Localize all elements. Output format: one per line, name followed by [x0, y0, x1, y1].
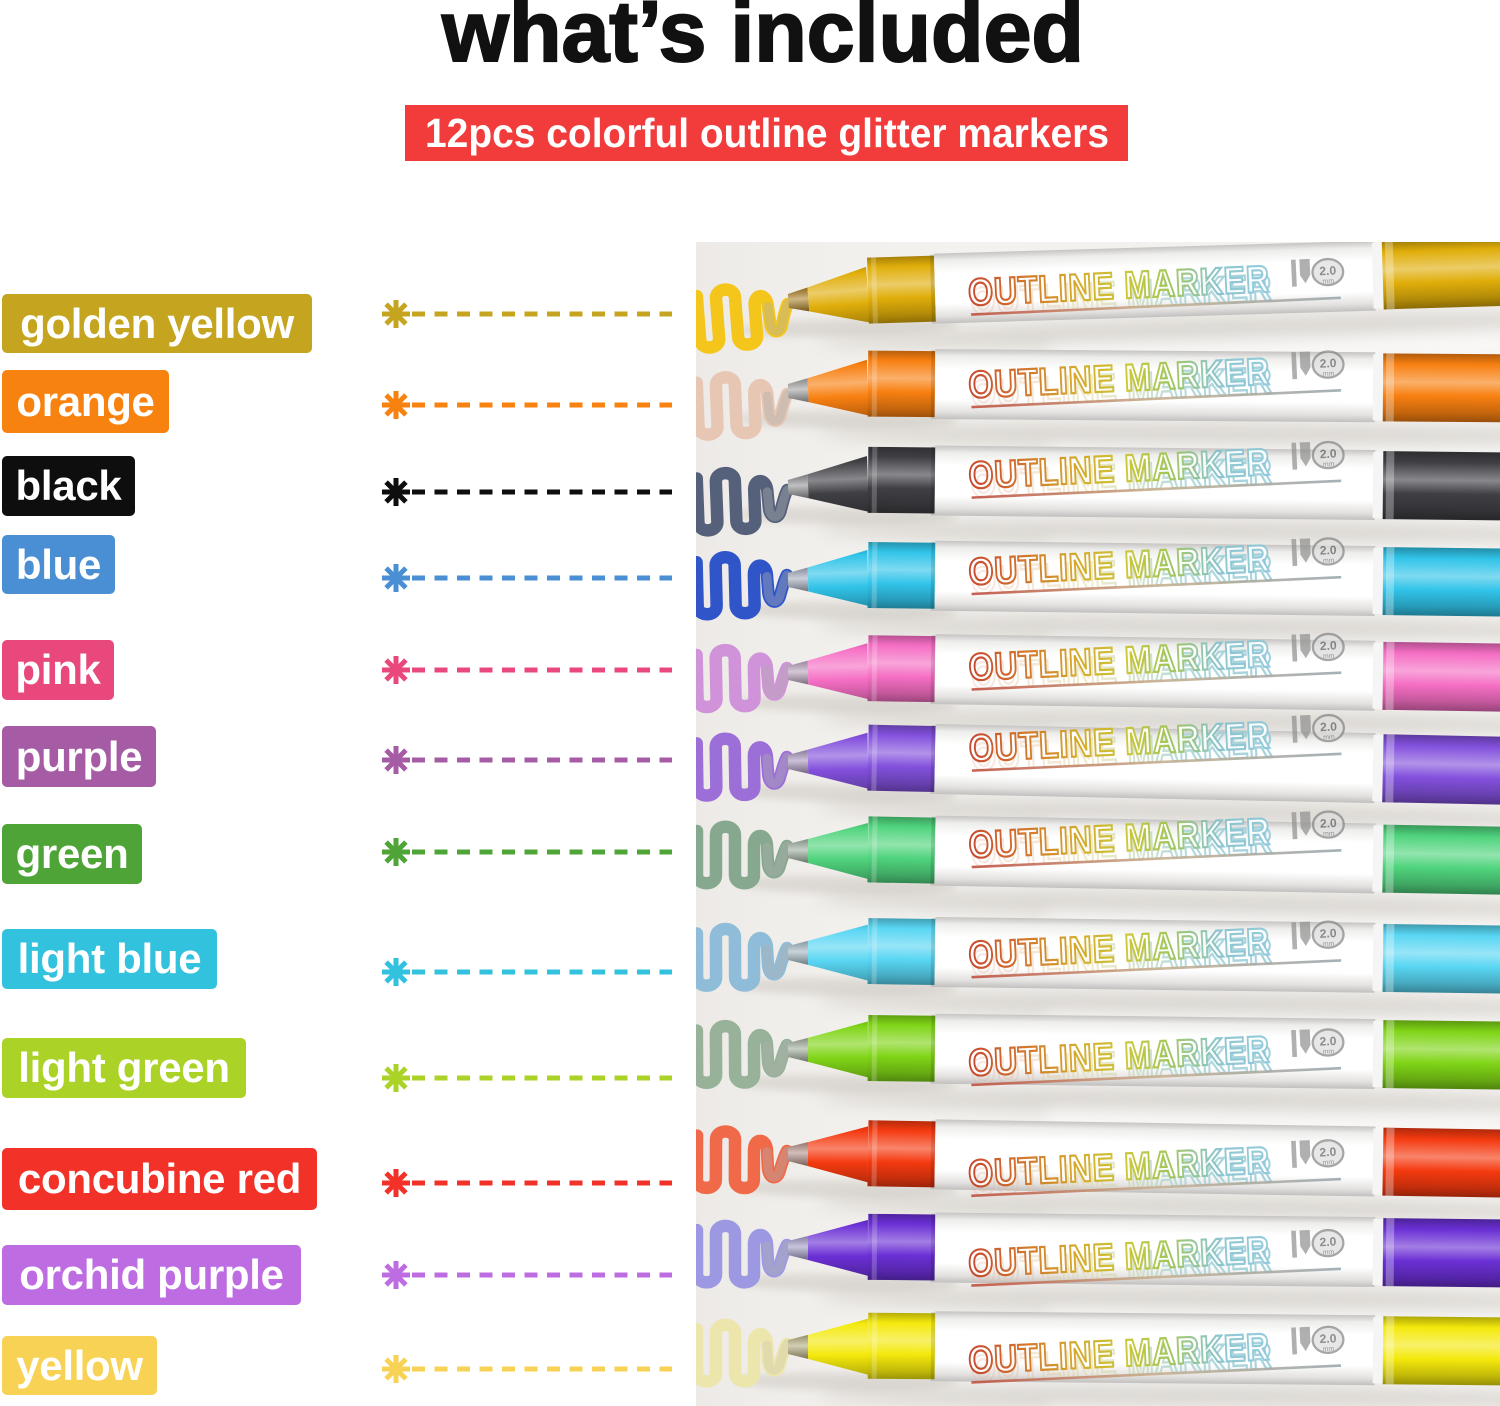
svg-text:2.0: 2.0 — [1319, 446, 1337, 461]
svg-text:2.0: 2.0 — [1319, 1331, 1337, 1346]
svg-text:mm: mm — [1322, 278, 1334, 286]
svg-text:mm: mm — [1322, 1159, 1334, 1167]
svg-text:2.0: 2.0 — [1319, 543, 1337, 558]
svg-text:mm: mm — [1323, 653, 1335, 661]
svg-text:2.0: 2.0 — [1319, 1145, 1337, 1160]
svg-text:mm: mm — [1323, 557, 1335, 565]
svg-text:mm: mm — [1323, 370, 1335, 378]
svg-text:2.0: 2.0 — [1319, 1034, 1337, 1049]
svg-text:2.0: 2.0 — [1319, 926, 1337, 941]
svg-text:mm: mm — [1323, 1346, 1335, 1354]
svg-text:mm: mm — [1323, 830, 1335, 838]
svg-text:2.0: 2.0 — [1320, 816, 1338, 831]
svg-text:2.0: 2.0 — [1319, 263, 1337, 278]
svg-text:2.0: 2.0 — [1320, 720, 1338, 735]
svg-text:mm: mm — [1323, 941, 1335, 949]
svg-text:mm: mm — [1323, 1048, 1335, 1056]
svg-text:2.0: 2.0 — [1319, 1234, 1337, 1249]
svg-text:mm: mm — [1323, 734, 1335, 742]
svg-text:mm: mm — [1323, 461, 1335, 469]
svg-text:2.0: 2.0 — [1319, 356, 1337, 371]
svg-text:mm: mm — [1322, 1249, 1334, 1257]
svg-text:2.0: 2.0 — [1320, 638, 1338, 653]
